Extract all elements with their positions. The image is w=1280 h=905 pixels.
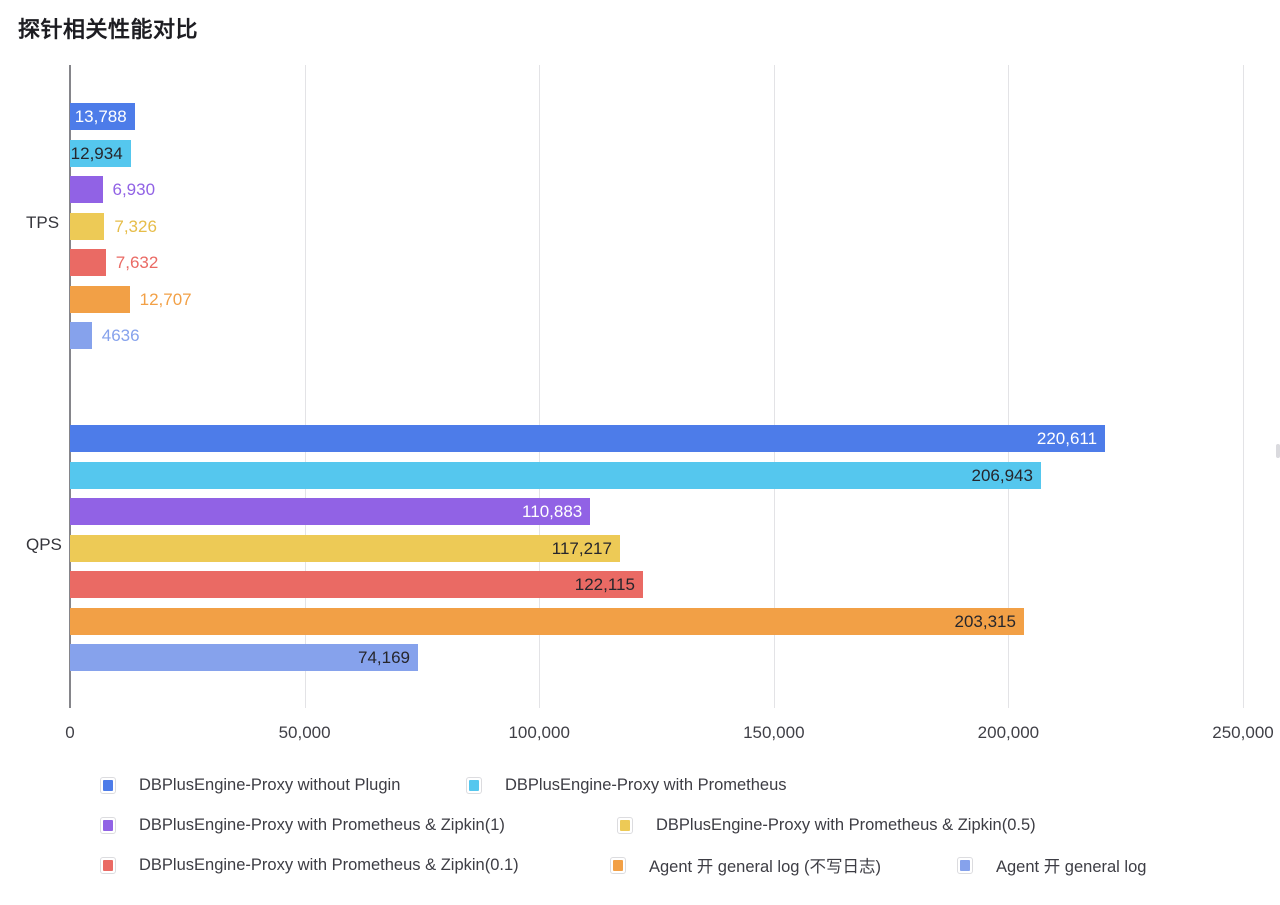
x-axis-tick-label: 50,000 — [278, 723, 331, 742]
bar-value-label: 7,326 — [114, 216, 157, 236]
bar-value-label: 4636 — [101, 326, 140, 346]
legend-swatch-icon — [466, 776, 482, 794]
legend-item-series-3: DBPlusEngine-Proxy with Prometheus & Zip… — [617, 816, 1036, 834]
bar-tps-series-5 — [70, 285, 130, 313]
x-axis-tick-label: 250,000 — [1212, 723, 1274, 742]
bar-value-label: 12,707 — [139, 289, 192, 309]
x-gridline — [773, 65, 775, 708]
legend-item-series-1: DBPlusEngine-Proxy with Prometheus — [466, 776, 787, 794]
bar-qps-series-5 — [70, 607, 1024, 635]
bar-qps-series-1 — [70, 461, 1041, 489]
bar-value-label: 206,943 — [971, 465, 1033, 485]
bar-qps-series-3 — [70, 534, 620, 562]
legend-label: DBPlusEngine-Proxy without Plugin — [139, 775, 401, 794]
bar-value-label: 220,611 — [1036, 429, 1098, 448]
bar-tps-series-2 — [70, 176, 103, 204]
bar-value-label: 12,934 — [70, 143, 123, 163]
legend-item-series-0: DBPlusEngine-Proxy without Plugin — [100, 776, 400, 794]
bar-value-label: 7,632 — [115, 253, 159, 273]
x-axis-tick-label: 200,000 — [977, 723, 1040, 742]
bar-tps-series-6 — [70, 322, 92, 350]
legend-item-series-4: DBPlusEngine-Proxy with Prometheus & Zip… — [100, 856, 519, 874]
bar-value-label: 74,169 — [358, 648, 410, 668]
bar-value-label: 13,788 — [74, 107, 127, 126]
bar-value-label: 122,115 — [574, 575, 635, 595]
legend-swatch-icon — [617, 816, 633, 834]
x-axis-tick-label: 150,000 — [743, 723, 805, 742]
legend-swatch-icon — [100, 776, 116, 794]
legend-swatch-icon — [610, 856, 626, 874]
y-axis-line — [69, 65, 71, 708]
x-gridline — [1243, 65, 1244, 708]
legend-label: Agent 开 general log (不写日志) — [649, 858, 882, 876]
scrollbar-thumb[interactable] — [1276, 444, 1280, 458]
bar-tps-series-4 — [70, 249, 106, 277]
category-label-qps: QPS — [26, 535, 62, 554]
chart-title: 探针相关性能对比 — [18, 17, 199, 42]
bar-qps-series-2 — [70, 498, 591, 526]
legend-label: DBPlusEngine-Proxy with Prometheus — [505, 775, 787, 794]
legend-item-series-6: Agent 开 general log — [957, 856, 1147, 876]
bar-tps-series-0 — [70, 103, 135, 130]
bar-value-label: 6,930 — [112, 180, 156, 200]
legend-item-series-5: Agent 开 general log (不写日志) — [610, 856, 882, 876]
bar-qps-series-4 — [70, 571, 643, 599]
legend-swatch-icon — [100, 816, 116, 834]
x-axis-tick-label: 0 — [65, 723, 75, 742]
legend-item-series-2: DBPlusEngine-Proxy with Prometheus & Zip… — [100, 816, 505, 834]
bar-qps-series-6 — [70, 644, 418, 672]
bar-value-label: 110,883 — [522, 502, 583, 522]
bar-qps-series-0 — [70, 425, 1106, 452]
legend-label: DBPlusEngine-Proxy with Prometheus & Zip… — [139, 855, 519, 874]
bar-tps-series-1 — [70, 139, 131, 167]
x-axis-tick-label: 100,000 — [508, 723, 570, 742]
legend-swatch-icon — [957, 856, 973, 874]
bar-tps-series-3 — [70, 212, 105, 240]
legend-swatch-icon — [100, 856, 116, 874]
bar-value-label: 117,217 — [551, 538, 612, 558]
legend-label: Agent 开 general log — [996, 858, 1147, 876]
x-gridline — [304, 65, 306, 708]
category-label-tps: TPS — [26, 213, 60, 232]
x-gridline — [539, 65, 541, 708]
bar-value-label: 203,315 — [954, 611, 1016, 631]
legend-label: DBPlusEngine-Proxy with Prometheus & Zip… — [139, 815, 505, 834]
x-gridline — [1008, 65, 1010, 708]
legend-label: DBPlusEngine-Proxy with Prometheus & Zip… — [656, 815, 1036, 834]
